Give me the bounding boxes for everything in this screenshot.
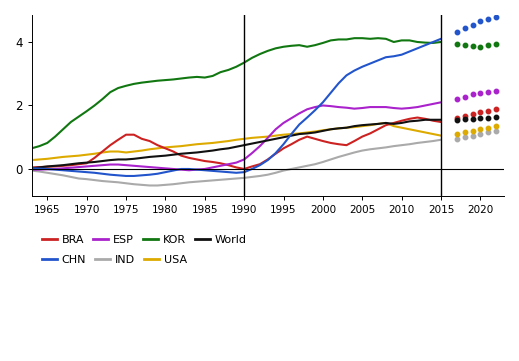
Legend: CHN, IND, USA: CHN, IND, USA (37, 251, 192, 269)
